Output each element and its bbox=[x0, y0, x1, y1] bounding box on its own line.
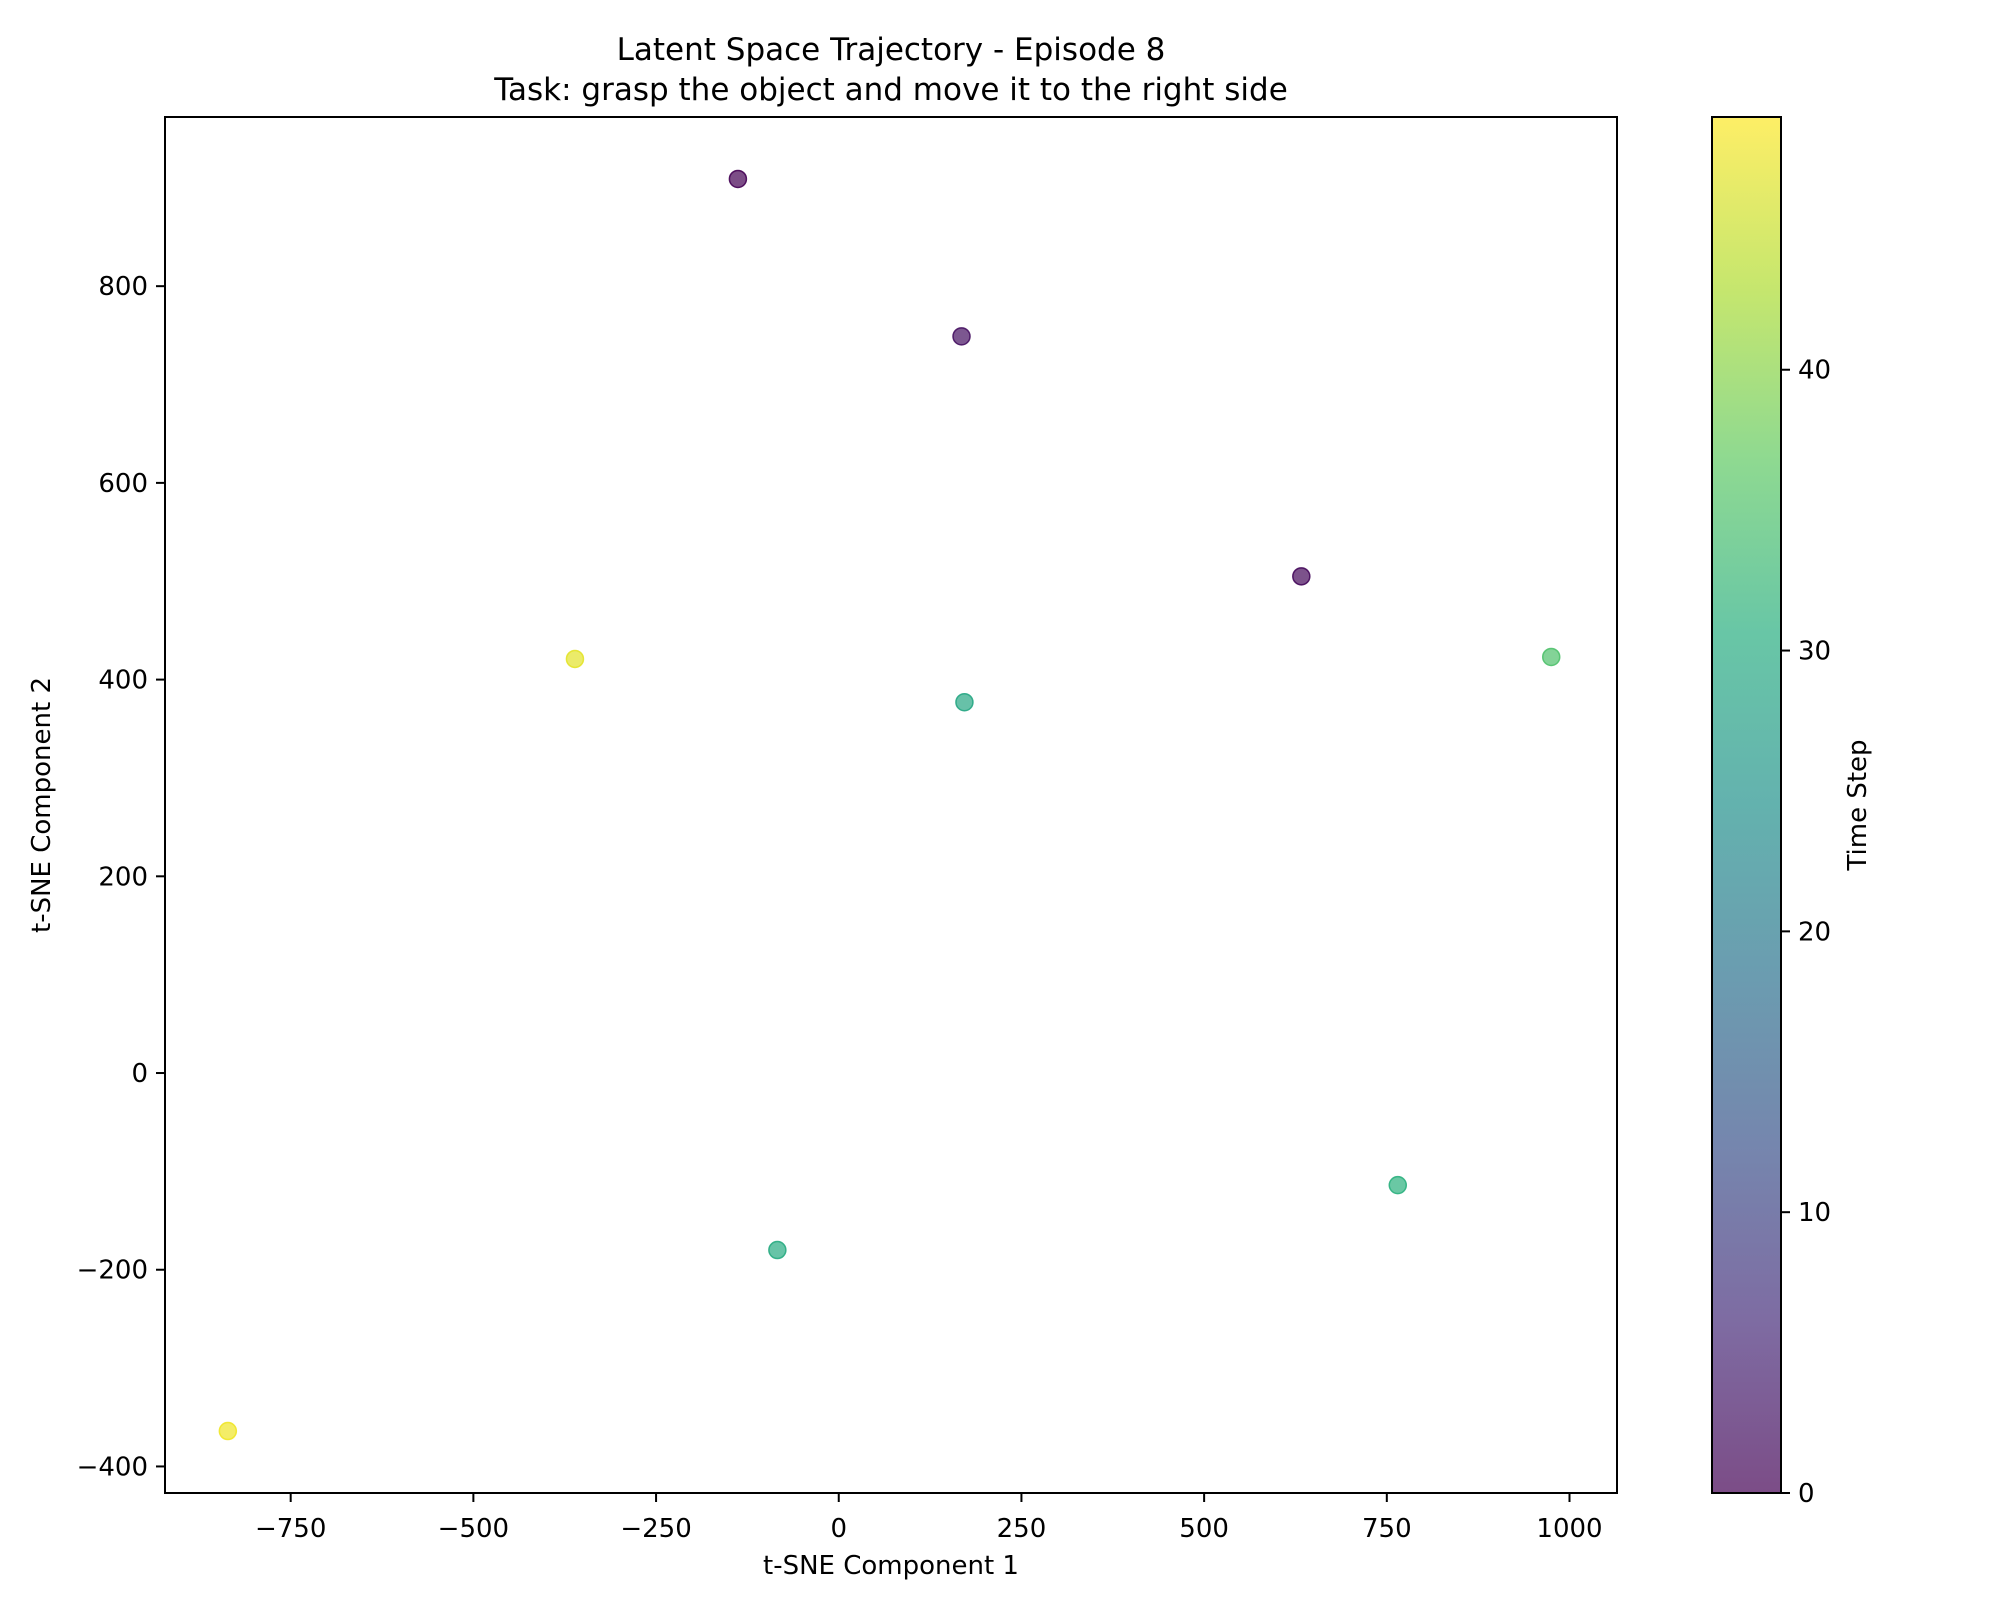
y-axis-ticks: −400 −200 0 200 400 600 800 bbox=[77, 272, 165, 1482]
y-tick-label: 600 bbox=[98, 469, 148, 499]
x-axis-ticks: −750 −500 −250 0 250 500 750 1000 bbox=[255, 1493, 1603, 1544]
x-axis-label: t-SNE Component 1 bbox=[763, 1551, 1019, 1581]
colorbar-ticks: 0 10 20 30 40 bbox=[1781, 356, 1831, 1509]
colorbar-gradient bbox=[1712, 117, 1781, 1493]
x-tick-label: 500 bbox=[1179, 1514, 1229, 1544]
y-tick-label: −200 bbox=[77, 1256, 148, 1286]
colorbar-tick-label: 0 bbox=[1798, 1479, 1815, 1509]
data-point bbox=[1292, 567, 1311, 586]
data-point bbox=[565, 649, 585, 669]
y-tick-label: 800 bbox=[98, 272, 148, 302]
x-tick-label: 1000 bbox=[1536, 1514, 1602, 1544]
x-tick-label: −750 bbox=[255, 1514, 326, 1544]
x-tick-label: −500 bbox=[438, 1514, 509, 1544]
points-layer bbox=[218, 169, 1561, 1441]
plot-area bbox=[165, 117, 1617, 1493]
y-tick-label: 200 bbox=[98, 862, 148, 892]
x-tick-label: 250 bbox=[997, 1514, 1047, 1544]
data-point bbox=[952, 327, 971, 346]
data-point bbox=[1388, 1175, 1408, 1195]
x-tick-label: 750 bbox=[1362, 1514, 1412, 1544]
colorbar-tick-label: 20 bbox=[1798, 917, 1831, 947]
colorbar-label: Time Step bbox=[1843, 739, 1873, 871]
y-tick-label: 400 bbox=[98, 666, 148, 696]
colorbar-tick-label: 30 bbox=[1798, 637, 1831, 667]
chart-title: Latent Space Trajectory - Episode 8 bbox=[617, 32, 1166, 68]
data-point bbox=[728, 169, 748, 189]
x-tick-label: −250 bbox=[620, 1514, 691, 1544]
x-tick-label: 0 bbox=[830, 1514, 847, 1544]
data-point bbox=[955, 692, 974, 712]
data-point bbox=[218, 1421, 238, 1441]
y-tick-label: −400 bbox=[77, 1452, 148, 1482]
y-tick-label: 0 bbox=[131, 1059, 148, 1089]
colorbar-tick-label: 40 bbox=[1798, 356, 1831, 386]
plot-frame bbox=[164, 116, 1618, 1494]
y-axis-label: t-SNE Component 2 bbox=[27, 677, 57, 933]
data-point bbox=[768, 1240, 787, 1260]
data-point bbox=[1541, 647, 1561, 667]
chart-subtitle: Task: grasp the object and move it to th… bbox=[493, 72, 1288, 108]
colorbar-frame bbox=[1711, 116, 1782, 1494]
colorbar-tick-label: 10 bbox=[1798, 1198, 1831, 1228]
